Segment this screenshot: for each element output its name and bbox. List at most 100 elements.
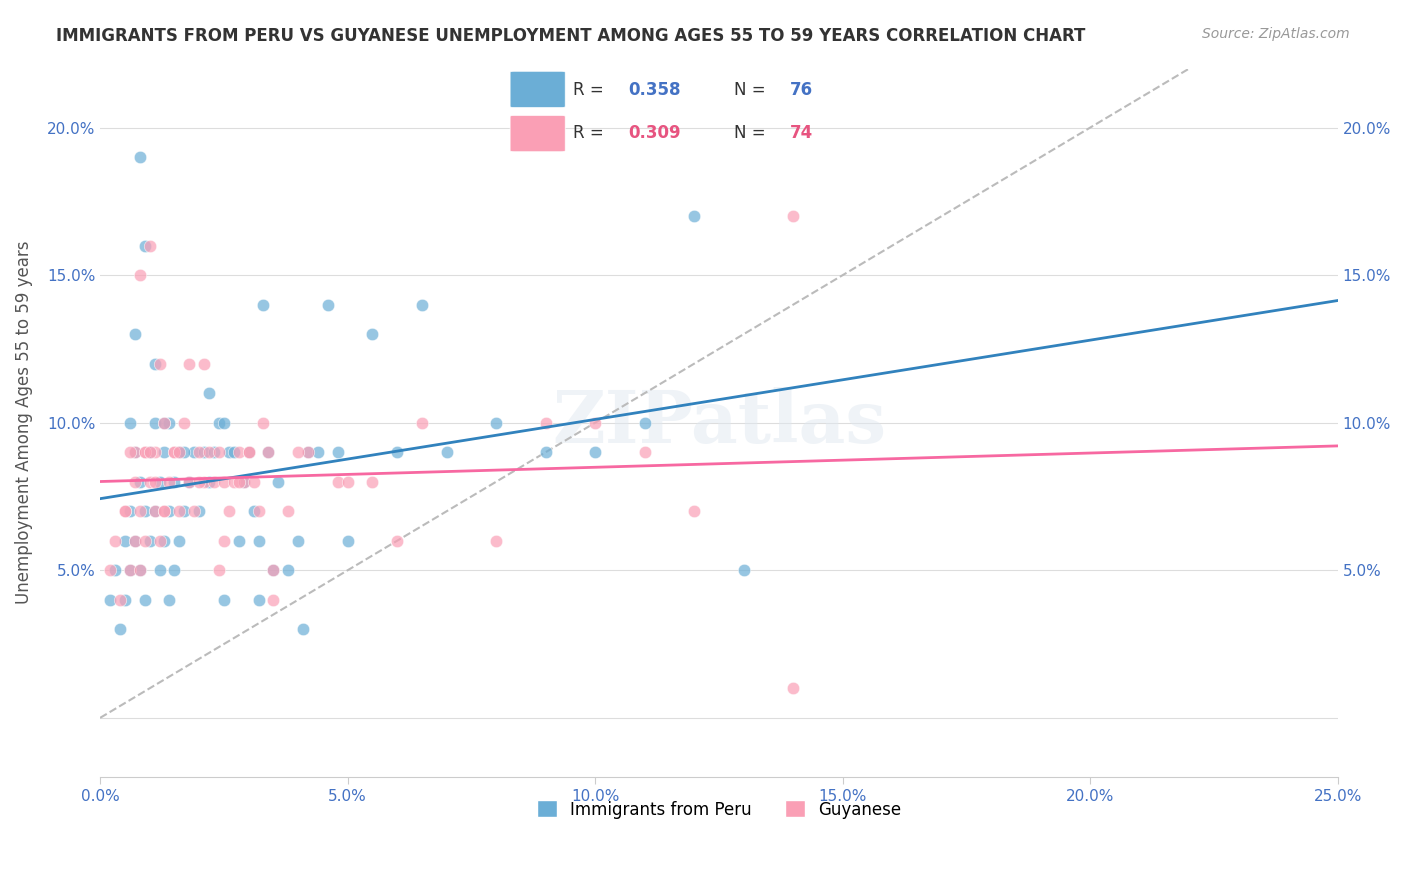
Point: [212, 592, 235, 607]
Point: [188, 504, 211, 518]
Point: [193, 445, 215, 459]
Point: [242, 504, 264, 518]
Point: [262, 563, 284, 577]
Point: [128, 150, 150, 164]
Legend: Immigrants from Peru, Guyanese: Immigrants from Peru, Guyanese: [530, 794, 908, 825]
Point: [114, 592, 136, 607]
Point: [128, 475, 150, 489]
Point: [238, 445, 260, 459]
Point: [436, 445, 458, 459]
Point: [128, 504, 150, 518]
Point: [198, 445, 221, 459]
Point: [179, 357, 201, 371]
Point: [683, 504, 706, 518]
Text: R =: R =: [574, 81, 609, 99]
Point: [124, 533, 146, 548]
Point: [163, 475, 186, 489]
Point: [183, 504, 205, 518]
Point: [163, 445, 186, 459]
Point: [583, 416, 606, 430]
Point: [179, 475, 201, 489]
Point: [134, 533, 156, 548]
Point: [163, 563, 186, 577]
Point: [138, 238, 160, 252]
Point: [411, 416, 433, 430]
Point: [118, 504, 141, 518]
Point: [292, 622, 315, 636]
Point: [228, 445, 250, 459]
Point: [208, 416, 231, 430]
Point: [169, 533, 191, 548]
Point: [198, 386, 221, 401]
Point: [159, 475, 181, 489]
Text: 76: 76: [790, 81, 813, 99]
Point: [485, 533, 508, 548]
Point: [134, 238, 156, 252]
Point: [193, 475, 215, 489]
Point: [277, 563, 299, 577]
FancyBboxPatch shape: [510, 115, 565, 152]
Point: [297, 445, 319, 459]
Point: [188, 475, 211, 489]
Point: [385, 445, 408, 459]
Point: [212, 416, 235, 430]
Point: [169, 504, 191, 518]
Point: [104, 563, 127, 577]
Point: [163, 445, 186, 459]
Point: [534, 416, 557, 430]
Point: [138, 533, 160, 548]
Point: [782, 209, 804, 223]
Point: [228, 533, 250, 548]
Point: [118, 563, 141, 577]
Point: [173, 445, 195, 459]
Point: [238, 445, 260, 459]
Point: [134, 445, 156, 459]
Point: [733, 563, 755, 577]
Point: [159, 416, 181, 430]
Point: [148, 563, 170, 577]
Point: [128, 563, 150, 577]
Point: [138, 445, 160, 459]
Point: [153, 445, 176, 459]
Point: [257, 445, 280, 459]
Point: [143, 357, 166, 371]
Point: [361, 475, 384, 489]
Text: 0.309: 0.309: [628, 124, 681, 142]
Point: [143, 445, 166, 459]
Text: N =: N =: [734, 81, 772, 99]
Point: [148, 475, 170, 489]
Point: [212, 533, 235, 548]
Point: [247, 504, 270, 518]
Point: [202, 475, 225, 489]
Point: [143, 504, 166, 518]
Text: Source: ZipAtlas.com: Source: ZipAtlas.com: [1202, 27, 1350, 41]
Point: [134, 592, 156, 607]
Point: [124, 475, 146, 489]
Point: [108, 622, 131, 636]
Y-axis label: Unemployment Among Ages 55 to 59 years: Unemployment Among Ages 55 to 59 years: [15, 241, 32, 605]
Point: [169, 445, 191, 459]
Point: [307, 445, 329, 459]
Point: [118, 445, 141, 459]
Point: [212, 475, 235, 489]
Point: [634, 445, 657, 459]
Point: [232, 475, 254, 489]
Point: [782, 681, 804, 696]
Text: IMMIGRANTS FROM PERU VS GUYANESE UNEMPLOYMENT AMONG AGES 55 TO 59 YEARS CORRELAT: IMMIGRANTS FROM PERU VS GUYANESE UNEMPLO…: [56, 27, 1085, 45]
Point: [232, 475, 254, 489]
Point: [326, 475, 349, 489]
Point: [183, 445, 205, 459]
Point: [252, 416, 274, 430]
Text: N =: N =: [734, 124, 772, 142]
Point: [228, 475, 250, 489]
Point: [193, 357, 215, 371]
Point: [128, 563, 150, 577]
Point: [336, 475, 359, 489]
Point: [143, 416, 166, 430]
FancyBboxPatch shape: [510, 71, 565, 108]
Point: [134, 445, 156, 459]
Point: [247, 592, 270, 607]
Text: ZIPatlas: ZIPatlas: [553, 387, 886, 458]
Point: [534, 445, 557, 459]
Point: [247, 533, 270, 548]
